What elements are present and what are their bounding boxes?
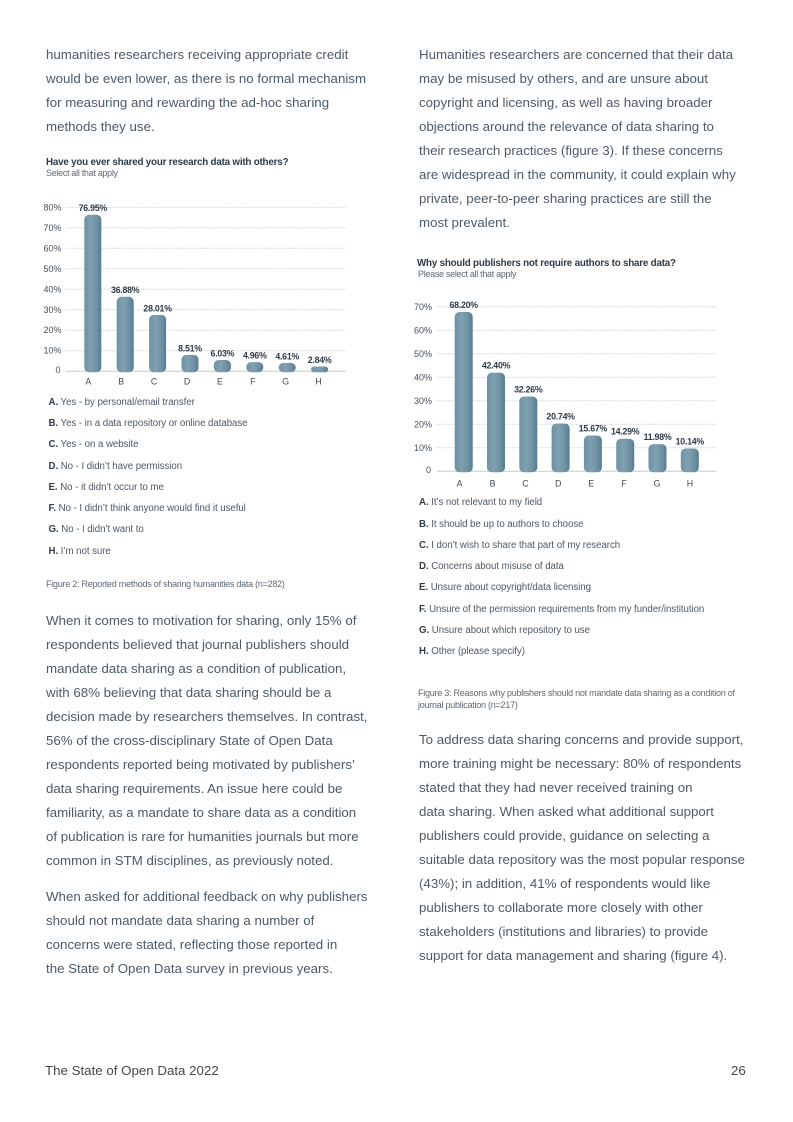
svg-text:20%: 20% [43, 325, 61, 335]
svg-text:4.61%: 4.61% [275, 351, 299, 361]
svg-text:D: D [555, 478, 561, 488]
svg-text:H: H [315, 377, 321, 387]
svg-text:F: F [621, 478, 627, 488]
svg-text:70%: 70% [43, 223, 61, 233]
svg-text:E: E [588, 478, 594, 488]
svg-text:C: C [522, 478, 529, 488]
svg-text:14.29%: 14.29% [611, 427, 640, 437]
svg-text:60%: 60% [414, 325, 432, 335]
svg-text:30%: 30% [43, 305, 61, 315]
svg-text:8.51%: 8.51% [178, 343, 202, 353]
svg-text:D: D [184, 377, 190, 387]
svg-text:68.20%: 68.20% [450, 300, 479, 310]
svg-text:A: A [457, 478, 463, 488]
svg-text:11.98%: 11.98% [644, 432, 672, 442]
svg-text:4.96%: 4.96% [243, 351, 267, 361]
svg-text:40%: 40% [414, 372, 432, 382]
svg-text:C: C [151, 377, 158, 387]
svg-text:50%: 50% [43, 264, 61, 274]
svg-text:40%: 40% [43, 284, 61, 294]
svg-text:20.74%: 20.74% [546, 411, 575, 421]
svg-text:20%: 20% [414, 419, 432, 429]
svg-text:10%: 10% [414, 443, 432, 453]
svg-text:6.03%: 6.03% [211, 348, 235, 358]
svg-text:32.26%: 32.26% [514, 384, 543, 394]
svg-text:70%: 70% [414, 302, 432, 312]
svg-text:2.84%: 2.84% [308, 355, 332, 365]
svg-text:76.95%: 76.95% [79, 203, 108, 213]
svg-text:F: F [250, 377, 256, 387]
svg-text:28.01%: 28.01% [143, 303, 172, 313]
svg-text:0: 0 [55, 365, 60, 375]
svg-text:10%: 10% [43, 346, 61, 356]
svg-text:80%: 80% [43, 202, 61, 212]
svg-text:15.67%: 15.67% [579, 423, 608, 433]
svg-text:36.88%: 36.88% [111, 285, 140, 295]
svg-text:10.14%: 10.14% [676, 436, 705, 446]
svg-text:42.40%: 42.40% [482, 360, 511, 370]
svg-text:H: H [687, 478, 693, 488]
svg-text:G: G [282, 377, 289, 387]
svg-text:G: G [654, 478, 661, 488]
svg-text:A: A [85, 377, 91, 387]
svg-text:B: B [118, 377, 124, 387]
svg-text:E: E [217, 377, 223, 387]
svg-text:0: 0 [426, 465, 431, 475]
svg-text:B: B [490, 478, 496, 488]
svg-text:50%: 50% [414, 349, 432, 359]
svg-text:30%: 30% [414, 396, 432, 406]
svg-text:60%: 60% [43, 243, 61, 253]
